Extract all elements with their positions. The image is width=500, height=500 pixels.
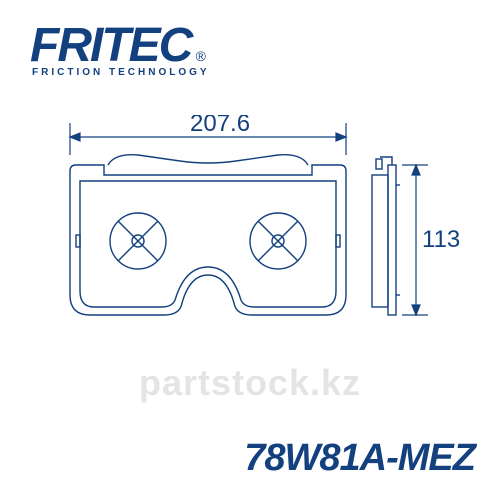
- brand-tagline: FRICTION TECHNOLOGY: [32, 67, 210, 78]
- width-value: 207.6: [190, 115, 250, 137]
- technical-drawing: 207.6: [60, 115, 460, 385]
- registered-mark: ®: [195, 48, 203, 64]
- brand-name: FRITEC ®: [30, 18, 210, 73]
- side-view: [372, 157, 400, 315]
- height-value: 113.7: [422, 226, 460, 253]
- watermark-text: partstock.kz: [139, 362, 361, 404]
- front-view: [70, 155, 346, 315]
- part-number: 78W81A-MEZ: [244, 437, 475, 480]
- brand-logo: FRITEC ® FRICTION TECHNOLOGY: [30, 18, 210, 78]
- brand-name-text: FRITEC: [30, 18, 191, 73]
